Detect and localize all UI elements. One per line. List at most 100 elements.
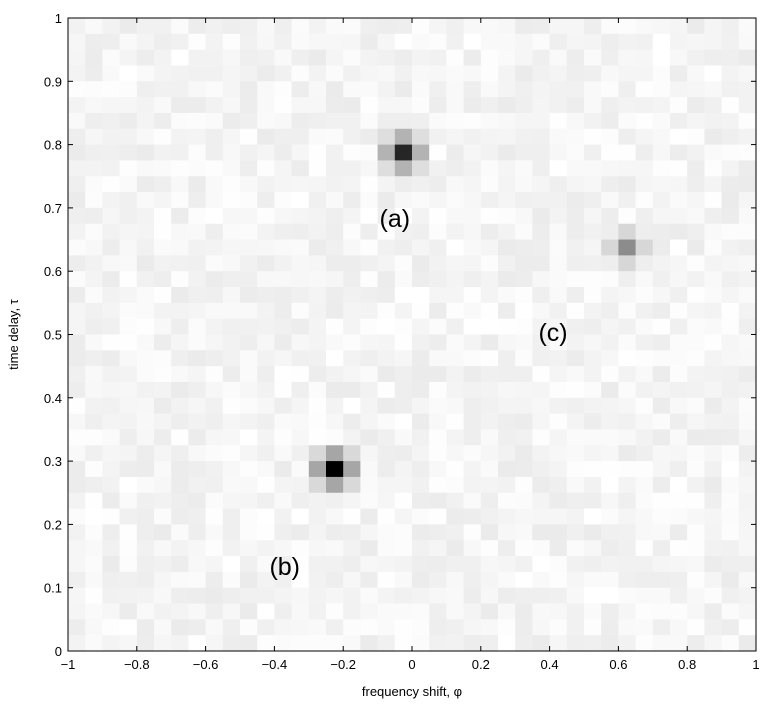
heatmap-cell: [635, 271, 654, 288]
heatmap-cell: [68, 271, 86, 288]
heatmap-cell: [102, 619, 121, 636]
heatmap-cell: [326, 160, 344, 177]
heatmap-cell: [136, 556, 155, 573]
heatmap-cell: [635, 287, 654, 304]
heatmap-cell: [618, 144, 637, 162]
heatmap-cell: [670, 271, 688, 288]
x-tick-label: −0.4: [262, 657, 288, 672]
heatmap-cell: [308, 128, 327, 146]
heatmap-cell: [515, 366, 533, 383]
heatmap-cell: [532, 160, 551, 177]
heatmap-cell: [601, 97, 619, 114]
heatmap-cell: [136, 508, 155, 525]
heatmap-cell: [102, 65, 121, 82]
heatmap-cell: [687, 619, 705, 636]
heatmap-cell: [652, 318, 671, 336]
heatmap-cell: [549, 223, 568, 241]
heatmap-cell: [515, 65, 533, 82]
heatmap-cell: [394, 112, 413, 130]
heatmap-cell: [721, 255, 740, 272]
heatmap-cell: [240, 366, 258, 383]
heatmap-cell: [687, 587, 705, 605]
heatmap-cell: [601, 144, 619, 162]
heatmap-cell: [515, 540, 533, 557]
heatmap-cell: [343, 603, 361, 620]
heatmap-cell: [549, 556, 568, 573]
heatmap-cell: [721, 476, 740, 494]
heatmap-cell: [257, 271, 275, 288]
heatmap-cell: [652, 112, 671, 130]
heatmap-cell: [136, 223, 155, 241]
heatmap-cell: [326, 255, 344, 272]
heatmap-cell: [618, 318, 637, 336]
heatmap-cell: [377, 176, 396, 193]
heatmap-cell: [136, 603, 155, 620]
heatmap-cell: [360, 603, 379, 620]
heatmap-cell: [549, 540, 568, 557]
heatmap-cell: [360, 302, 379, 320]
heatmap-cell: [102, 176, 121, 193]
heatmap-cell: [291, 207, 310, 225]
heatmap-cell: [188, 97, 207, 114]
heatmap-cell: [274, 81, 293, 98]
heatmap-cell: [687, 18, 705, 35]
heatmap-cell: [566, 540, 585, 557]
heatmap-cell: [171, 271, 189, 288]
heatmap-cell: [257, 413, 275, 431]
heatmap-cell: [687, 81, 705, 98]
heatmap-cell: [274, 334, 293, 351]
heatmap-cell: [394, 603, 413, 620]
heatmap-cell: [566, 445, 585, 462]
heatmap-cell: [652, 381, 671, 399]
heatmap-cell: [721, 461, 740, 478]
heatmap-cell: [704, 366, 723, 383]
heatmap-cell: [136, 571, 155, 589]
heatmap-cell: [549, 635, 568, 652]
heatmap-cell: [704, 160, 723, 177]
heatmap-cell: [549, 619, 568, 636]
heatmap-cell: [601, 619, 619, 636]
heatmap-cell: [308, 556, 327, 573]
heatmap-cell: [291, 112, 310, 130]
heatmap-cell: [394, 97, 413, 114]
heatmap-cell: [102, 255, 121, 272]
heatmap-cell: [635, 571, 654, 589]
heatmap-cell: [205, 223, 224, 241]
heatmap-cell: [308, 508, 327, 525]
heatmap-cell: [222, 192, 241, 209]
heatmap-cell: [68, 508, 86, 525]
heatmap-cell: [308, 445, 327, 462]
heatmap-cell: [618, 176, 637, 193]
heatmap-cell: [222, 445, 241, 462]
heatmap-cell: [394, 524, 413, 541]
heatmap-cell: [394, 144, 413, 162]
heatmap-cell: [532, 49, 551, 67]
heatmap-cell: [136, 302, 155, 320]
heatmap-cell: [377, 571, 396, 589]
heatmap-cell: [429, 33, 447, 51]
heatmap-cell: [704, 223, 723, 241]
heatmap-cell: [532, 318, 551, 336]
heatmap-cell: [377, 65, 396, 82]
heatmap-cell: [532, 587, 551, 605]
heatmap-cell: [308, 144, 327, 162]
heatmap-cell: [240, 49, 258, 67]
heatmap-cell: [584, 49, 602, 67]
heatmap-cell: [412, 445, 430, 462]
heatmap-cell: [360, 239, 379, 256]
heatmap-cell: [343, 461, 361, 478]
y-tick-label: 0.6: [44, 264, 62, 279]
heatmap-cell: [326, 381, 344, 399]
heatmap-cell: [68, 366, 86, 383]
heatmap-cell: [738, 635, 757, 652]
heatmap-cell: [412, 239, 430, 256]
heatmap-cell: [463, 33, 482, 51]
heatmap-cell: [738, 207, 757, 225]
heatmap-cell: [68, 318, 86, 336]
heatmap-cell: [549, 524, 568, 541]
heatmap-cell: [291, 635, 310, 652]
heatmap-cell: [515, 619, 533, 636]
heatmap-cell: [326, 350, 344, 367]
heatmap-cell: [515, 81, 533, 98]
heatmap-cell: [154, 587, 172, 605]
